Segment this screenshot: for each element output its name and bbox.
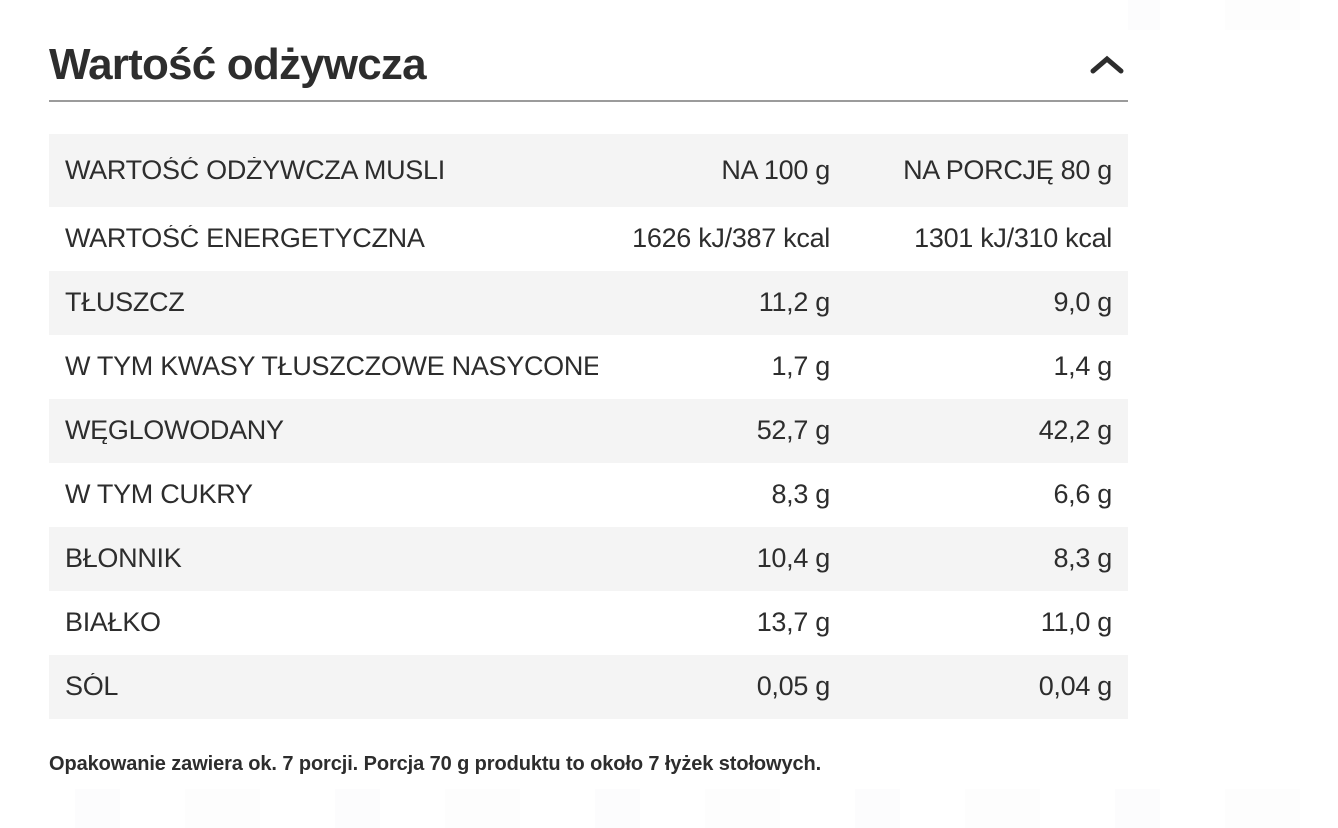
table-row: W TYM KWASY TŁUSZCZOWE NASYCONE 1,7 g 1,… (49, 335, 1128, 399)
nutrient-label: W TYM KWASY TŁUSZCZOWE NASYCONE (65, 353, 598, 381)
nutrient-label: WARTOŚĆ ENERGETYCZNA (65, 225, 425, 253)
value-per-serving: 8,3 g (1053, 543, 1112, 574)
table-header-per-serving: NA PORCJĘ 80 g (903, 154, 1112, 185)
nutrient-label: BŁONNIK (65, 545, 182, 573)
value-per-100g: 52,7 g (756, 415, 831, 446)
value-per-100g: 0,05 g (756, 671, 831, 702)
nutrient-label: BIAŁKO (65, 609, 161, 637)
nutrient-label: SÓL (65, 673, 119, 701)
nutrition-section: Wartość odżywcza WARTOŚĆ ODŻYWCZA MUSLI … (49, 0, 1128, 776)
table-row: BIAŁKO 13,7 g 11,0 g (49, 591, 1128, 655)
value-per-100g: 1,7 g (771, 351, 830, 382)
value-per-100g: 10,4 g (756, 543, 831, 574)
value-per-serving: 1,4 g (1053, 351, 1112, 382)
serving-note: Opakowanie zawiera ok. 7 porcji. Porcja … (49, 752, 822, 775)
table-row: BŁONNIK 10,4 g 8,3 g (49, 526, 1128, 591)
nutrient-label: W TYM CUKRY (65, 481, 253, 509)
value-per-100g: 8,3 g (771, 479, 830, 510)
value-per-serving: 0,04 g (1038, 671, 1113, 702)
value-per-serving: 9,0 g (1053, 287, 1112, 318)
chevron-up-icon[interactable] (1089, 54, 1125, 76)
table-header-row: WARTOŚĆ ODŻYWCZA MUSLI NA 100 g NA PORCJ… (49, 133, 1128, 207)
value-per-serving: 42,2 g (1038, 415, 1113, 446)
value-per-serving: 6,6 g (1053, 479, 1112, 510)
accordion-header[interactable]: Wartość odżywcza (49, 0, 1128, 91)
value-per-100g: 13,7 g (756, 607, 831, 638)
table-row: WĘGLOWODANY 52,7 g 42,2 g (49, 398, 1128, 463)
table-row: TŁUSZCZ 11,2 g 9,0 g (49, 270, 1128, 335)
value-per-serving: 11,0 g (1040, 607, 1113, 638)
table-header-label: WARTOŚĆ ODŻYWCZA MUSLI (65, 156, 445, 184)
nutrient-label: TŁUSZCZ (65, 289, 185, 317)
table-row: WARTOŚĆ ENERGETYCZNA 1626 kJ/387 kcal 13… (49, 207, 1128, 271)
nutrition-table: WARTOŚĆ ODŻYWCZA MUSLI NA 100 g NA PORCJ… (49, 133, 1128, 719)
value-per-100g: 11,2 g (758, 287, 831, 318)
title-divider (49, 99, 1128, 102)
section-title: Wartość odżywcza (49, 40, 427, 89)
table-row: W TYM CUKRY 8,3 g 6,6 g (49, 463, 1128, 527)
table-header-per-100g: NA 100 g (721, 154, 830, 185)
value-per-serving: 1301 kJ/310 kcal (914, 223, 1112, 254)
nutrient-label: WĘGLOWODANY (65, 417, 284, 445)
value-per-100g: 1626 kJ/387 kcal (632, 223, 830, 254)
table-row: SÓL 0,05 g 0,04 g (49, 654, 1128, 719)
background-stripe-bottom (0, 789, 1338, 828)
